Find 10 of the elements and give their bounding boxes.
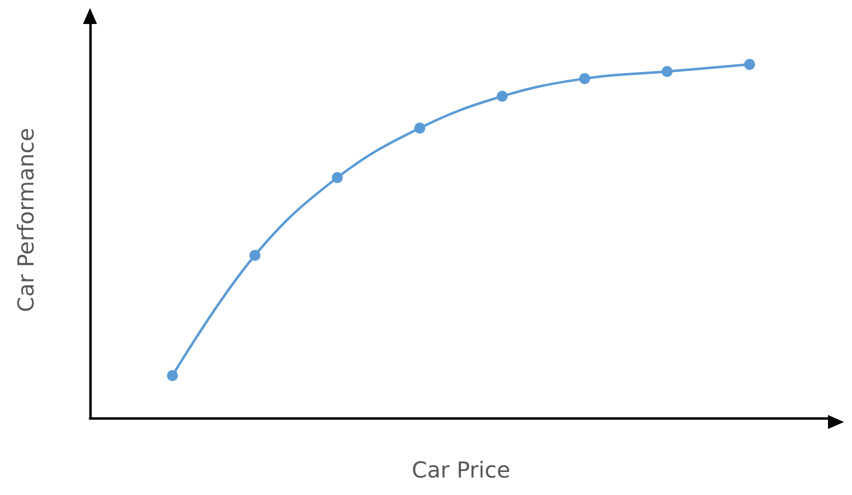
point	[166, 370, 178, 382]
x-axis-title: Car Price	[412, 458, 510, 484]
point	[414, 122, 426, 134]
point	[579, 73, 590, 84]
point	[662, 66, 673, 77]
point	[744, 58, 756, 70]
point	[332, 172, 343, 184]
y-axis-title: Car Performance	[14, 128, 40, 312]
point	[496, 90, 508, 102]
point	[249, 250, 260, 261]
